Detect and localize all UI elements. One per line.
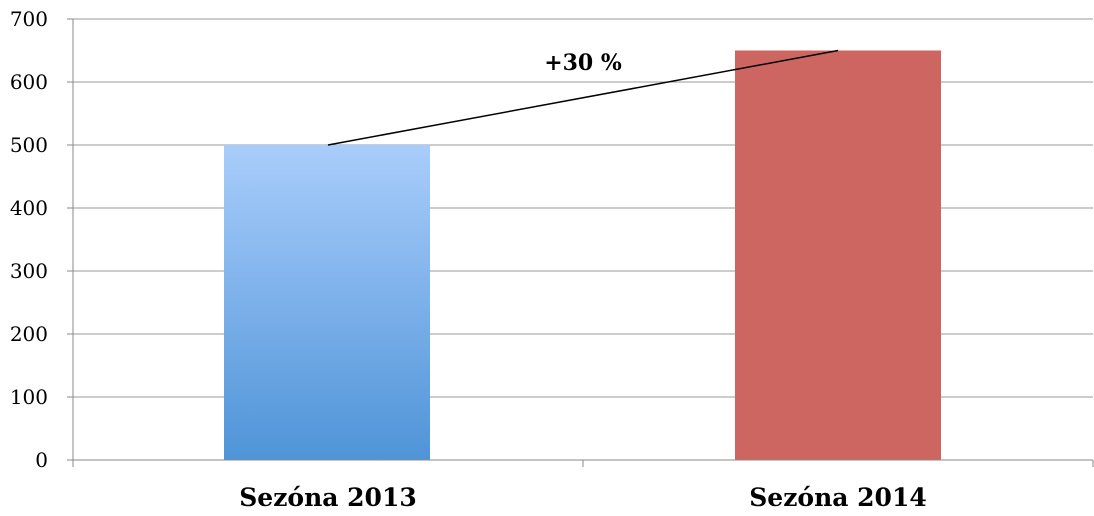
y-tick-label: 100 [10, 385, 48, 409]
y-tick-label: 400 [10, 196, 48, 220]
growth-annotation: +30 % [327, 49, 839, 146]
y-axis-ticks: 0 100 200 300 400 500 600 700 [10, 7, 73, 472]
x-category-label: Sezóna 2014 [749, 483, 927, 512]
y-tick-label: 500 [10, 133, 48, 157]
bar [735, 50, 941, 460]
growth-line [327, 49, 839, 146]
y-tick-label: 300 [10, 259, 48, 283]
bar [224, 145, 430, 460]
x-axis-labels: Sezóna 2013 Sezóna 2014 [239, 483, 927, 512]
bars [224, 50, 941, 460]
y-tick-label: 200 [10, 322, 48, 346]
axes [72, 19, 1094, 467]
y-tick-label: 600 [10, 70, 48, 94]
growth-label: +30 % [544, 50, 622, 76]
y-tick-label: 0 [35, 448, 48, 472]
x-category-label: Sezóna 2013 [239, 483, 417, 512]
y-tick-label: 700 [10, 7, 48, 31]
